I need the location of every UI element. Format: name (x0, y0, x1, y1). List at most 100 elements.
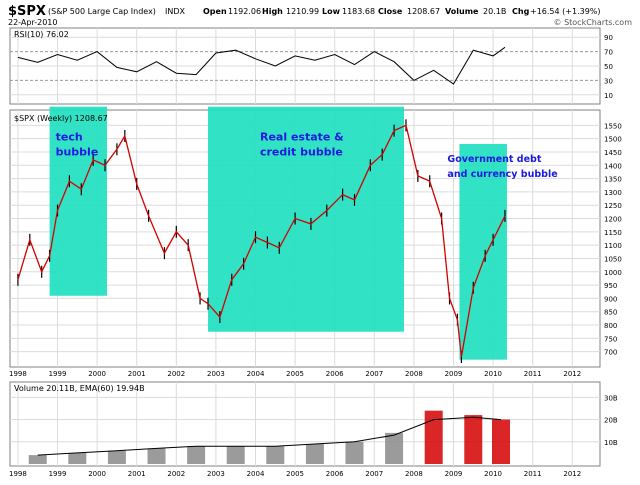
volume-bar (28, 455, 47, 464)
rsi-line (17, 46, 506, 85)
volume-ema-line (37, 416, 502, 456)
bubble-annotation-text: Real estate & (260, 131, 344, 144)
price-x-tick-label: 2001 (128, 370, 146, 378)
bubble-highlight-box (49, 106, 108, 296)
price-y-tick-label: 1550 (604, 122, 622, 130)
ohlc-chg-value: +16.54 (+1.39%) (530, 7, 601, 16)
chart-symbol: $SPX (8, 4, 46, 19)
volume-x-tick-label: 2011 (524, 470, 542, 478)
volume-bar (345, 441, 364, 464)
rsi-panel-label: RSI(10) 76.02 (14, 30, 69, 39)
volume-y-tick-label: 10B (604, 439, 618, 447)
price-x-tick-label: 2003 (207, 370, 225, 378)
price-y-tick-label: 800 (604, 322, 617, 330)
price-y-tick-label: 1350 (604, 176, 622, 184)
rsi-y-tick-label: 90 (604, 34, 613, 42)
bubble-highlight-box (207, 106, 404, 332)
ohlc-low-label: Low (322, 7, 341, 16)
price-x-tick-label: 2005 (286, 370, 304, 378)
chart-index-name: (S&P 500 Large Cap Index) (48, 7, 156, 16)
volume-x-tick-label: 2004 (247, 470, 265, 478)
volume-bar (464, 415, 483, 464)
price-x-tick-label: 2010 (484, 370, 502, 378)
volume-bar (147, 448, 166, 464)
price-y-tick-label: 750 (604, 335, 617, 343)
volume-bar (226, 446, 245, 464)
volume-x-tick-label: 2010 (484, 470, 502, 478)
price-x-tick-label: 1998 (9, 370, 27, 378)
price-y-tick-label: 1400 (604, 162, 622, 170)
volume-y-tick-label: 30B (604, 394, 618, 402)
bubble-annotation-text: credit bubble (260, 146, 343, 159)
bubble-annotation-text: tech (56, 131, 83, 144)
volume-bar (305, 444, 324, 464)
price-x-tick-label: 2002 (167, 370, 185, 378)
ohlc-volume-value: 20.1B (483, 7, 506, 16)
price-x-tick-label: 2006 (326, 370, 344, 378)
price-x-tick-label: 2007 (365, 370, 383, 378)
ohlc-close-label: Close (378, 7, 403, 16)
chart-date: 22-Apr-2010 (8, 18, 57, 27)
price-x-tick-label: 2000 (88, 370, 106, 378)
volume-bar (424, 410, 443, 464)
price-x-tick-label: 1999 (49, 370, 67, 378)
volume-x-tick-label: 2002 (167, 470, 185, 478)
volume-x-tick-label: 1998 (9, 470, 27, 478)
price-y-tick-label: 1250 (604, 202, 622, 210)
price-y-tick-label: 850 (604, 309, 617, 317)
price-y-tick-label: 1000 (604, 269, 622, 277)
price-y-tick-label: 1200 (604, 216, 622, 224)
ohlc-high-value: 1210.99 (286, 7, 319, 16)
price-line (17, 124, 506, 358)
volume-x-tick-label: 2000 (88, 470, 106, 478)
price-y-tick-label: 900 (604, 295, 617, 303)
rsi-y-tick-label: 10 (604, 92, 613, 100)
volume-x-tick-label: 2003 (207, 470, 225, 478)
bubble-annotation-text: bubble (56, 146, 99, 159)
price-x-tick-label: 2009 (445, 370, 463, 378)
price-x-tick-label: 2004 (247, 370, 265, 378)
volume-bar (492, 419, 511, 464)
ohlc-low-value: 1183.68 (342, 7, 375, 16)
ohlc-chg-label: Chg (512, 7, 530, 16)
stockcharts-watermark: © StockCharts.com (554, 18, 633, 27)
price-y-tick-label: 1450 (604, 149, 622, 157)
price-x-tick-label: 2012 (563, 370, 581, 378)
volume-x-tick-label: 2007 (365, 470, 383, 478)
price-y-tick-label: 1150 (604, 229, 622, 237)
price-y-tick-label: 950 (604, 282, 617, 290)
volume-panel (9, 381, 601, 467)
price-panel-label: $SPX (Weekly) 1208.67 (14, 114, 108, 123)
volume-y-tick-label: 20B (604, 417, 618, 425)
volume-x-tick-label: 2005 (286, 470, 304, 478)
volume-bar (385, 432, 404, 464)
volume-bar (266, 446, 285, 464)
volume-x-tick-label: 2008 (405, 470, 423, 478)
price-y-tick-label: 1500 (604, 136, 622, 144)
volume-x-tick-label: 2012 (563, 470, 581, 478)
rsi-y-tick-label: 30 (604, 77, 613, 85)
price-y-tick-label: 1050 (604, 255, 622, 263)
price-y-tick-label: 700 (604, 349, 617, 357)
volume-x-tick-label: 2009 (445, 470, 463, 478)
bubble-annotation-text: and currency bubble (447, 169, 557, 180)
ohlc-high-label: High (262, 7, 283, 16)
volume-x-tick-label: 1999 (49, 470, 67, 478)
ohlc-volume-label: Volume (445, 7, 479, 16)
volume-panel-label: Volume 20.11B, EMA(60) 19.94B (14, 384, 145, 393)
volume-x-tick-label: 2001 (128, 470, 146, 478)
price-x-tick-label: 2008 (405, 370, 423, 378)
price-x-tick-label: 2011 (524, 370, 542, 378)
ohlc-open-label: Open (203, 7, 227, 16)
volume-bar (68, 452, 87, 464)
price-y-tick-label: 1100 (604, 242, 622, 250)
ohlc-open-value: 1192.06 (228, 7, 261, 16)
rsi-y-tick-label: 50 (604, 63, 613, 71)
rsi-y-tick-label: 70 (604, 49, 613, 57)
ohlc-close-value: 1208.67 (407, 7, 440, 16)
volume-bar (187, 446, 206, 464)
chart-exchange: INDX (165, 7, 186, 16)
price-y-tick-label: 1300 (604, 189, 622, 197)
